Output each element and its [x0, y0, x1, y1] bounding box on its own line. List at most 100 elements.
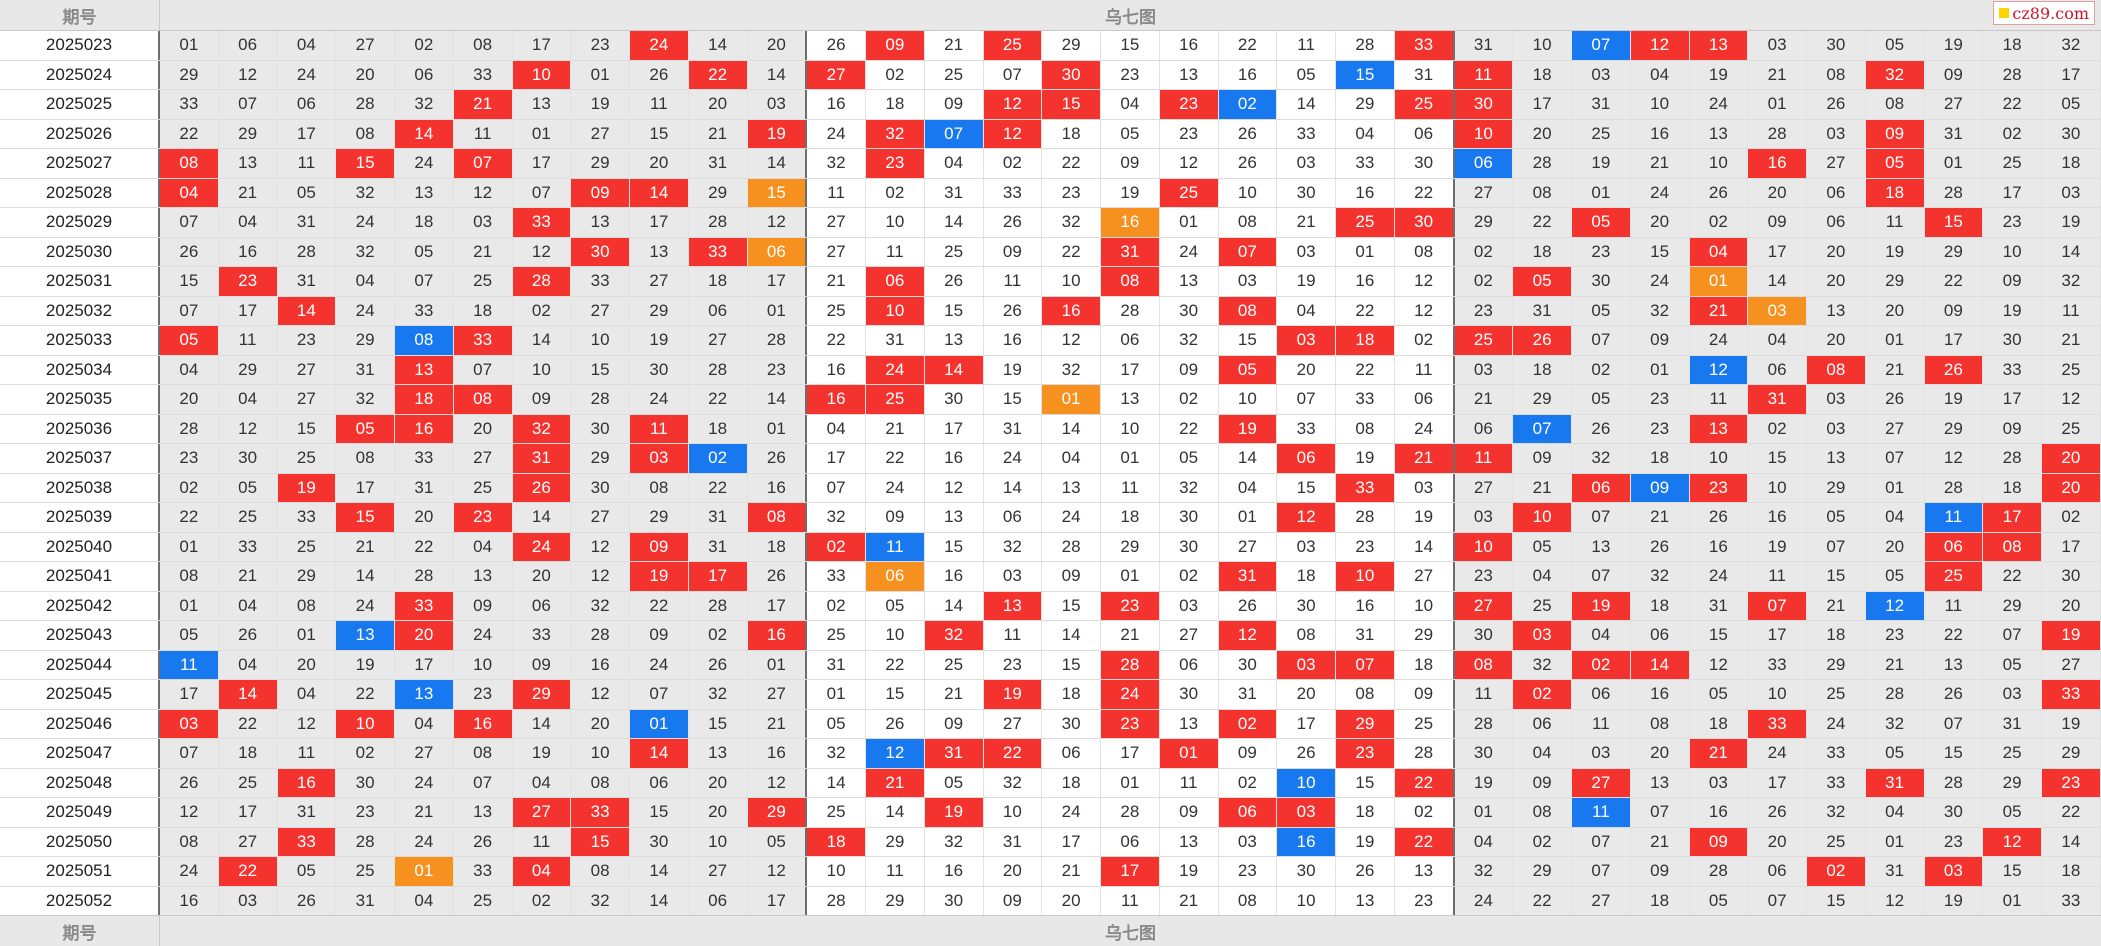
number-cell: 08	[1218, 208, 1278, 237]
number-cell: 10	[1101, 414, 1160, 443]
number-cell: 23	[1042, 178, 1101, 207]
number-cell: 33	[453, 857, 513, 886]
number-cell: 17	[512, 149, 572, 178]
number-cell: 27	[807, 208, 866, 237]
number-cell: 05	[1218, 355, 1278, 384]
number-cell: 23	[277, 326, 337, 355]
number-cell: 29	[1865, 267, 1925, 296]
number-cell: 09	[1924, 296, 1984, 325]
number-cell: 17	[1924, 326, 1984, 355]
number-cell: 08	[336, 119, 395, 148]
number-cell: 04	[218, 650, 278, 679]
number-cell: 13	[512, 90, 572, 119]
number-cell: 03	[1277, 326, 1336, 355]
number-cell: 19	[336, 650, 395, 679]
number-cell: 02	[866, 60, 925, 89]
number-cell: 29	[218, 119, 278, 148]
number-cell: 06	[1101, 326, 1160, 355]
number-cell: 02	[1807, 857, 1866, 886]
number-cell: 17	[1277, 709, 1336, 738]
number-cell: 04	[336, 267, 395, 296]
number-cell: 21	[866, 768, 925, 797]
number-cell: 25	[983, 31, 1043, 60]
number-cell: 01	[747, 650, 808, 679]
number-cell: 26	[1218, 149, 1278, 178]
number-cell: 15	[866, 680, 925, 709]
number-cell: 29	[1807, 650, 1866, 679]
number-cell: 28	[1454, 709, 1514, 738]
number-cell: 09	[983, 237, 1043, 266]
number-cell: 21	[1042, 857, 1101, 886]
number-cell: 22	[218, 709, 278, 738]
number-cell: 07	[453, 149, 513, 178]
number-cell: 22	[866, 444, 925, 473]
number-cell: 19	[1924, 385, 1984, 414]
number-cell: 31	[336, 355, 395, 384]
number-cell: 08	[1630, 709, 1690, 738]
number-cell: 03	[1748, 31, 1807, 60]
number-cell: 26	[1630, 532, 1690, 561]
number-cell: 23	[1101, 591, 1160, 620]
number-cell: 20	[1277, 355, 1336, 384]
number-cell: 28	[1983, 60, 2042, 89]
number-cell: 16	[1336, 267, 1395, 296]
number-cell: 16	[924, 444, 984, 473]
number-cell: 15	[924, 532, 984, 561]
number-cell: 26	[1748, 798, 1807, 827]
number-cell: 32	[336, 237, 395, 266]
number-cell: 24	[1807, 709, 1866, 738]
number-cell: 14	[1277, 90, 1336, 119]
number-cell: 24	[395, 149, 454, 178]
number-cell: 10	[512, 355, 572, 384]
number-cell: 10	[1513, 31, 1572, 60]
number-cell: 13	[1689, 414, 1749, 443]
number-cell: 21	[1394, 444, 1455, 473]
number-cell: 23	[1630, 414, 1690, 443]
number-cell: 20	[1630, 208, 1690, 237]
number-cell: 16	[218, 237, 278, 266]
number-cell: 17	[512, 31, 572, 60]
number-cell: 06	[1454, 149, 1514, 178]
number-cell: 12	[747, 857, 808, 886]
number-cell: 21	[924, 680, 984, 709]
brand-link[interactable]: cz89.com	[1993, 1, 2095, 25]
number-cell: 24	[866, 473, 925, 502]
number-cell: 22	[160, 119, 219, 148]
number-cell: 31	[1218, 680, 1278, 709]
number-cell: 15	[1042, 650, 1101, 679]
number-cell: 17	[747, 591, 808, 620]
table-row: 2025024 29 12 24 20 06 33 10 01 26 22 14 27 02 25 07 30 2…	[0, 60, 2101, 90]
number-cell: 12	[924, 473, 984, 502]
table-row: 2025039 22 25 33 15 20 23 14 27 29 31 08 32 09 13 06 24 1…	[0, 503, 2101, 533]
number-cell: 18	[1277, 562, 1336, 591]
number-cell: 22	[1042, 149, 1101, 178]
number-cell: 16	[747, 739, 808, 768]
number-cell: 14	[630, 857, 689, 886]
number-cell: 11	[218, 326, 278, 355]
number-cell: 27	[983, 709, 1043, 738]
number-cell: 26	[512, 473, 572, 502]
number-cell: 20	[688, 90, 748, 119]
number-cell: 26	[160, 237, 219, 266]
number-cell: 09	[1630, 857, 1690, 886]
number-cell: 06	[1630, 621, 1690, 650]
period-cell: 2025045	[0, 680, 160, 709]
number-cell: 24	[395, 827, 454, 856]
number-cell: 29	[866, 886, 925, 915]
number-cell: 10	[1218, 385, 1278, 414]
number-cell: 02	[395, 31, 454, 60]
table-row: 2025052 16 03 26 31 04 25 02 32 14 06 17 28 29 30 09 20 1…	[0, 886, 2101, 916]
number-cell: 11	[1748, 562, 1807, 591]
number-cell: 32	[983, 532, 1043, 561]
number-cell: 16	[807, 385, 866, 414]
number-cell: 03	[1277, 798, 1336, 827]
number-cell: 28	[571, 621, 630, 650]
number-cell: 28	[1101, 798, 1160, 827]
number-cell: 22	[2042, 798, 2101, 827]
number-cell: 16	[924, 562, 984, 591]
number-cell: 24	[395, 768, 454, 797]
number-cell: 22	[1394, 178, 1455, 207]
number-cell: 09	[1983, 414, 2042, 443]
number-cell: 17	[218, 296, 278, 325]
number-cell: 01	[277, 621, 337, 650]
